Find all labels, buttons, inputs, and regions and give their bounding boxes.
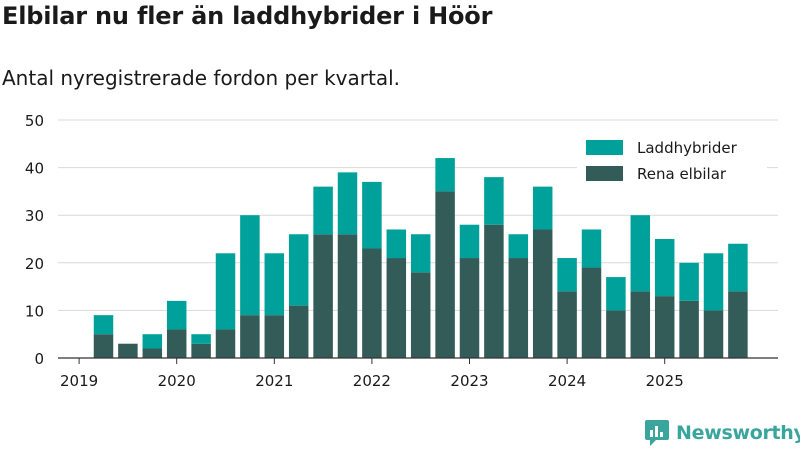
legend-label: Rena elbilar (637, 165, 727, 183)
bar-laddhybrider (240, 215, 260, 316)
bar-rena-elbilar (630, 291, 651, 358)
bar-rena-elbilar (337, 234, 358, 358)
bar-laddhybrider (703, 253, 724, 311)
bar-laddhybrider (435, 158, 455, 192)
bar-rena-elbilar (313, 234, 333, 358)
bar-laddhybrider (264, 253, 285, 316)
bar-rena-elbilar (508, 258, 529, 358)
bar-laddhybrider (215, 253, 236, 330)
bar-laddhybrider (557, 258, 577, 292)
bar-rena-elbilar (142, 348, 163, 358)
bar-rena-elbilar (166, 329, 187, 358)
bar-rena-elbilar (557, 291, 577, 358)
chart-title: Elbilar nu fler än laddhybrider i Höör (2, 2, 493, 30)
bar-rena-elbilar (581, 267, 602, 358)
bar-laddhybrider (386, 229, 407, 259)
y-tick-label: 10 (25, 302, 44, 320)
bar-laddhybrider (313, 186, 333, 235)
y-tick-label: 0 (34, 350, 44, 368)
bar-rena-elbilar (703, 310, 724, 358)
legend-swatch (586, 166, 623, 181)
legend: Laddhybrider Rena elbilar (577, 132, 767, 190)
y-tick-label: 20 (25, 255, 44, 273)
bar-rena-elbilar (606, 310, 626, 358)
bar-rena-elbilar (240, 315, 260, 358)
bar-laddhybrider (581, 229, 602, 268)
bar-laddhybrider (508, 234, 529, 259)
bar-laddhybrider (288, 234, 309, 306)
bar-rena-elbilar (118, 343, 138, 358)
brand-name: Newsworthy (676, 422, 800, 444)
bar-rena-elbilar (264, 315, 285, 358)
x-tick-label: 2022 (353, 372, 391, 390)
x-tick-label: 2024 (548, 372, 586, 390)
bar-laddhybrider (630, 215, 651, 292)
bar-laddhybrider (191, 334, 211, 344)
bar-rena-elbilar (288, 305, 309, 358)
bar-laddhybrider (93, 315, 114, 335)
newsworthy-logo-icon (645, 420, 669, 446)
bar-laddhybrider (459, 224, 480, 259)
bar-rena-elbilar (93, 334, 114, 358)
bars (93, 158, 748, 358)
legend-label: Laddhybrider (637, 139, 738, 157)
bar-laddhybrider (362, 181, 382, 249)
bar-laddhybrider (532, 186, 553, 230)
chart-subtitle: Antal nyregistrerade fordon per kvartal. (2, 66, 401, 90)
bar-rena-elbilar (435, 191, 455, 358)
bar-laddhybrider (166, 300, 187, 330)
newsworthy-logo: Newsworthy (644, 418, 800, 448)
bar-laddhybrider (337, 172, 358, 235)
bar-laddhybrider (728, 243, 748, 292)
bar-rena-elbilar (191, 343, 211, 358)
bar-laddhybrider (679, 262, 699, 301)
axes: 0 10 20 30 40 50 2019 2020 2021 2022 2023 2024 2025 (25, 112, 778, 390)
y-tick-label: 30 (25, 207, 44, 225)
bar-rena-elbilar (386, 258, 407, 358)
bar-rena-elbilar (215, 329, 236, 358)
y-tick-label: 40 (25, 160, 44, 178)
legend-swatch (586, 140, 623, 155)
bar-rena-elbilar (459, 258, 480, 358)
x-tick-label: 2021 (255, 372, 293, 390)
bar-rena-elbilar (654, 296, 675, 358)
bar-rena-elbilar (362, 248, 382, 358)
bar-rena-elbilar (410, 272, 431, 358)
bar-rena-elbilar (679, 300, 699, 358)
bar-laddhybrider (142, 334, 163, 349)
bar-laddhybrider (606, 277, 626, 311)
x-tick-label: 2019 (60, 372, 98, 390)
bar-laddhybrider (484, 177, 504, 225)
bar-laddhybrider (410, 234, 431, 273)
bar-rena-elbilar (532, 229, 553, 358)
x-tick-label: 2025 (646, 372, 684, 390)
x-tick-label: 2023 (450, 372, 488, 390)
bar-rena-elbilar (484, 224, 504, 358)
x-tick-label: 2020 (158, 372, 196, 390)
bar-laddhybrider (654, 239, 675, 297)
bar-rena-elbilar (728, 291, 748, 358)
y-tick-label: 50 (25, 112, 44, 130)
